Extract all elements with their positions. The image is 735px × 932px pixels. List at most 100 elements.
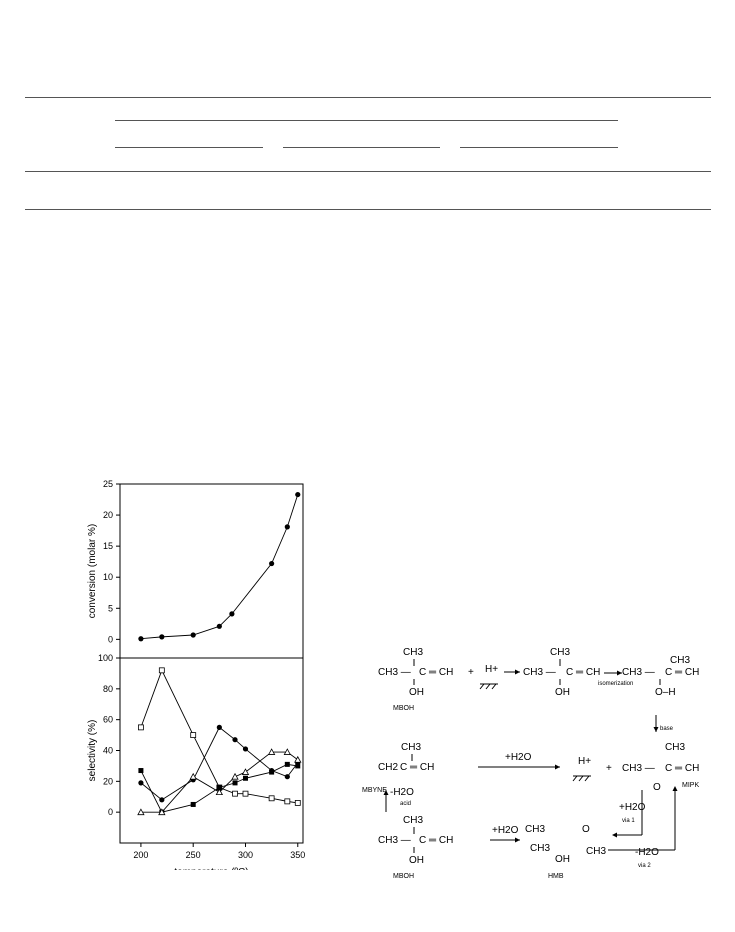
svg-text:CH3: CH3 bbox=[403, 815, 423, 826]
minus-h2o-acid: -H2O bbox=[390, 787, 414, 798]
svg-text:CH3: CH3 bbox=[530, 843, 550, 854]
data-point-1-1-2 bbox=[190, 632, 196, 638]
mboh-bottom-label: MBOH bbox=[393, 873, 414, 880]
xtick-label-350: 350 bbox=[290, 850, 305, 860]
plot-frame-2 bbox=[119, 657, 304, 844]
ytick-label-2-100: 100 bbox=[98, 653, 113, 663]
mboh-ch3-left: CH3 — bbox=[378, 667, 411, 678]
table-header-rule bbox=[25, 171, 711, 172]
data-point-1-1-0 bbox=[138, 636, 144, 642]
data-point-2-3-2 bbox=[190, 801, 196, 807]
data-point-2-1-7 bbox=[284, 798, 291, 805]
mboh-structure-top: CH3 CH3 — C ═ CH OH MBOH bbox=[378, 647, 453, 712]
data-point-2-3-6 bbox=[269, 769, 275, 775]
ytick-label-2-20: 20 bbox=[103, 776, 113, 786]
data-point-2-3-5 bbox=[242, 775, 248, 781]
ytick-label-1-20: 20 bbox=[103, 510, 113, 520]
svg-text:CH3 —: CH3 — bbox=[523, 667, 556, 678]
svg-text:CH3: CH3 bbox=[670, 655, 690, 666]
data-point-1-1-4 bbox=[229, 611, 235, 617]
data-point-2-4-8 bbox=[294, 755, 302, 763]
data-point-2-3-3 bbox=[216, 785, 222, 790]
x-axis-label: temperature (ºC) bbox=[174, 867, 248, 870]
table-sub-rule-3 bbox=[460, 147, 618, 148]
data-point-2-1-8 bbox=[294, 800, 301, 806]
data-point-2-1-2 bbox=[190, 732, 197, 738]
mboh-ch3-label: CH3 bbox=[403, 647, 423, 658]
data-point-1-1-7 bbox=[295, 491, 301, 498]
plus-sign-2: + bbox=[606, 763, 612, 774]
data-point-2-2-4 bbox=[232, 737, 238, 743]
mipk-structure: CH3 — C ═ CH CH3 O MIPK bbox=[622, 742, 699, 793]
acid-label: acid bbox=[400, 801, 411, 807]
surface-hatch-1 bbox=[479, 683, 498, 690]
svg-text:OH: OH bbox=[555, 854, 570, 865]
allyl-cation-intermediate: CH3 — C ═ CH CH3 O–H bbox=[622, 655, 699, 698]
base-label: base bbox=[660, 726, 674, 732]
ytick-label-1-15: 15 bbox=[103, 541, 113, 551]
via1-label: via 1 bbox=[622, 818, 635, 824]
reaction-scheme: CH3 CH3 — C ═ CH OH MBOH + H+ CH3 — CH3 … bbox=[362, 647, 699, 880]
data-point-2-1-6 bbox=[268, 795, 275, 802]
svg-text:C ═ CH: C ═ CH bbox=[400, 762, 434, 773]
data-point-2-3-7 bbox=[284, 761, 290, 767]
xtick-label-250: 250 bbox=[186, 850, 201, 860]
data-point-1-1-6 bbox=[284, 524, 290, 530]
plus-h2o-label-1: +H2O bbox=[505, 752, 532, 763]
hmb-label: HMB bbox=[548, 873, 564, 880]
plus-h2o-via1: +H2O bbox=[619, 802, 646, 813]
svg-text:C ═ CH: C ═ CH bbox=[665, 763, 699, 774]
mboh-oh: OH bbox=[409, 687, 424, 698]
mipk-label: MIPK bbox=[682, 782, 699, 789]
xtick-label-300: 300 bbox=[238, 850, 253, 860]
data-point-2-2-5 bbox=[242, 746, 249, 752]
mboh-structure-bottom: CH3 CH3 — C ═ CH OH MBOH bbox=[378, 815, 453, 880]
ytick-label-2-60: 60 bbox=[103, 715, 113, 725]
data-point-2-1-5 bbox=[242, 790, 249, 797]
data-point-1-1-5 bbox=[269, 560, 275, 567]
data-point-1-1-1 bbox=[159, 634, 165, 640]
svg-text:O: O bbox=[653, 782, 661, 793]
h-plus-catalyst-1: H+ bbox=[485, 664, 498, 675]
surface-hatch-2 bbox=[572, 775, 591, 782]
data-point-2-2-3 bbox=[216, 724, 222, 730]
data-point-2-2-1 bbox=[159, 797, 165, 803]
ytick-label-1-25: 25 bbox=[103, 479, 113, 489]
svg-text:OH: OH bbox=[555, 687, 570, 698]
mboh-label: MBOH bbox=[393, 705, 414, 712]
table-top-rule bbox=[25, 97, 711, 98]
data-point-2-4-7 bbox=[283, 748, 291, 755]
ytick-label-1-10: 10 bbox=[103, 572, 113, 582]
xtick-label-200: 200 bbox=[133, 850, 148, 860]
ytick-label-1-0: 0 bbox=[108, 634, 113, 644]
h-plus-catalyst-2: H+ bbox=[578, 756, 591, 767]
data-point-1-1-3 bbox=[216, 623, 222, 629]
data-point-2-1-0 bbox=[138, 724, 144, 731]
series-line-2-1 bbox=[140, 669, 298, 804]
ytick-label-2-40: 40 bbox=[103, 746, 113, 756]
ytick-label-1-5: 5 bbox=[108, 603, 113, 613]
svg-text:O: O bbox=[582, 824, 590, 835]
svg-text:C ═ CH: C ═ CH bbox=[419, 835, 453, 846]
hmb-structure: CH3 CH3 OH O CH3 HMB bbox=[525, 824, 606, 880]
svg-text:CH3: CH3 bbox=[401, 742, 421, 753]
series-line-2-4 bbox=[140, 751, 299, 813]
mbyne-label: MBYNE bbox=[362, 787, 387, 794]
series-line-1-1 bbox=[140, 494, 299, 640]
data-point-2-4-0 bbox=[137, 808, 145, 816]
data-point-2-2-0 bbox=[138, 780, 144, 786]
svg-text:CH3 —: CH3 — bbox=[622, 667, 655, 678]
data-point-2-4-5 bbox=[241, 768, 250, 775]
via2-label: via 2 bbox=[638, 863, 651, 869]
y-axis-label-2: selectivity (%) bbox=[87, 720, 98, 782]
plus-sign-1: + bbox=[468, 667, 474, 678]
data-point-2-2-7 bbox=[284, 774, 290, 780]
svg-text:CH3: CH3 bbox=[665, 742, 685, 753]
data-point-2-3-8 bbox=[295, 763, 301, 769]
ytick-label-2-0: 0 bbox=[108, 807, 113, 817]
plus-h2o-label-2: +H2O bbox=[492, 825, 519, 836]
minus-h2o-via2: -H2O bbox=[635, 847, 659, 858]
ytick-label-2-80: 80 bbox=[103, 684, 113, 694]
data-point-2-3-0 bbox=[138, 768, 144, 774]
svg-text:CH3: CH3 bbox=[525, 824, 545, 835]
